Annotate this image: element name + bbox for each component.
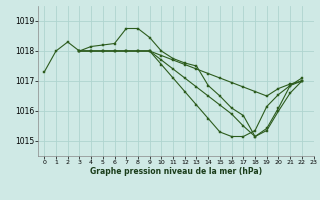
X-axis label: Graphe pression niveau de la mer (hPa): Graphe pression niveau de la mer (hPa) [90,167,262,176]
